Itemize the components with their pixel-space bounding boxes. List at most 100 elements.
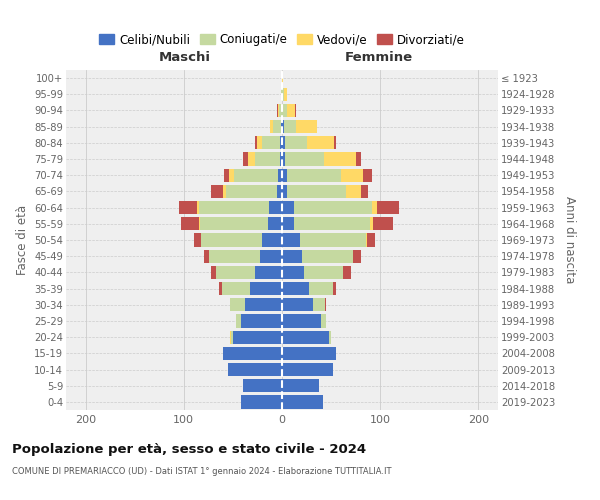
Bar: [361, 185, 368, 198]
Bar: [353, 250, 361, 263]
Bar: [287, 168, 341, 182]
Bar: [346, 185, 361, 198]
Bar: [181, 217, 199, 230]
Bar: [294, 201, 373, 214]
Bar: [241, 396, 282, 408]
Bar: [228, 363, 282, 376]
Bar: [287, 185, 346, 198]
Bar: [282, 298, 313, 312]
Bar: [282, 314, 321, 328]
Bar: [284, 120, 296, 134]
Bar: [282, 379, 319, 392]
Bar: [202, 234, 262, 246]
Bar: [230, 330, 231, 344]
Bar: [248, 152, 256, 166]
Bar: [205, 250, 209, 263]
Bar: [194, 234, 202, 246]
Bar: [199, 217, 200, 230]
Bar: [223, 346, 282, 360]
Bar: [256, 266, 282, 279]
Bar: [280, 136, 282, 149]
Bar: [282, 72, 283, 85]
Bar: [373, 217, 393, 230]
Bar: [262, 136, 280, 149]
Bar: [243, 152, 248, 166]
Bar: [296, 120, 317, 134]
Bar: [329, 330, 331, 344]
Bar: [280, 152, 282, 166]
Bar: [230, 298, 245, 312]
Bar: [362, 168, 373, 182]
Bar: [321, 314, 326, 328]
Bar: [282, 120, 284, 134]
Bar: [282, 363, 333, 376]
Text: Maschi: Maschi: [159, 50, 211, 64]
Bar: [223, 185, 226, 198]
Bar: [224, 168, 229, 182]
Bar: [219, 282, 222, 295]
Bar: [377, 201, 399, 214]
Bar: [282, 201, 294, 214]
Text: COMUNE DI PREMARIACCO (UD) - Dati ISTAT 1° gennaio 2024 - Elaborazione TUTTITALI: COMUNE DI PREMARIACCO (UD) - Dati ISTAT …: [12, 468, 392, 476]
Bar: [324, 152, 356, 166]
Bar: [307, 136, 334, 149]
Bar: [250, 282, 282, 295]
Bar: [229, 168, 234, 182]
Bar: [282, 185, 287, 198]
Bar: [222, 282, 250, 295]
Bar: [282, 266, 304, 279]
Bar: [285, 136, 307, 149]
Bar: [260, 250, 282, 263]
Y-axis label: Anni di nascita: Anni di nascita: [563, 196, 576, 284]
Bar: [211, 185, 223, 198]
Bar: [243, 379, 282, 392]
Y-axis label: Fasce di età: Fasce di età: [16, 205, 29, 275]
Bar: [277, 104, 278, 117]
Bar: [179, 201, 197, 214]
Bar: [211, 266, 216, 279]
Bar: [282, 396, 323, 408]
Bar: [282, 330, 329, 344]
Bar: [308, 282, 333, 295]
Bar: [304, 266, 343, 279]
Bar: [199, 201, 269, 214]
Bar: [236, 314, 241, 328]
Bar: [256, 136, 257, 149]
Bar: [216, 266, 256, 279]
Bar: [299, 234, 367, 246]
Bar: [282, 346, 336, 360]
Bar: [277, 185, 282, 198]
Bar: [200, 217, 268, 230]
Bar: [284, 88, 287, 101]
Bar: [325, 298, 326, 312]
Bar: [282, 250, 302, 263]
Bar: [234, 168, 278, 182]
Bar: [278, 168, 282, 182]
Bar: [282, 136, 285, 149]
Text: Popolazione per età, sesso e stato civile - 2024: Popolazione per età, sesso e stato civil…: [12, 442, 366, 456]
Text: Femmine: Femmine: [345, 50, 413, 64]
Bar: [282, 282, 308, 295]
Bar: [231, 330, 233, 344]
Bar: [341, 168, 362, 182]
Bar: [295, 104, 296, 117]
Bar: [281, 88, 282, 101]
Bar: [245, 298, 282, 312]
Bar: [313, 298, 325, 312]
Bar: [226, 185, 277, 198]
Bar: [282, 217, 294, 230]
Bar: [241, 314, 282, 328]
Bar: [268, 217, 282, 230]
Bar: [233, 330, 282, 344]
Bar: [294, 217, 370, 230]
Bar: [262, 234, 282, 246]
Bar: [273, 120, 281, 134]
Bar: [256, 152, 280, 166]
Bar: [278, 104, 279, 117]
Bar: [367, 234, 375, 246]
Legend: Celibi/Nubili, Coniugati/e, Vedovi/e, Divorziati/e: Celibi/Nubili, Coniugati/e, Vedovi/e, Di…: [94, 28, 470, 50]
Bar: [257, 136, 262, 149]
Bar: [279, 104, 282, 117]
Bar: [370, 217, 373, 230]
Bar: [287, 104, 295, 117]
